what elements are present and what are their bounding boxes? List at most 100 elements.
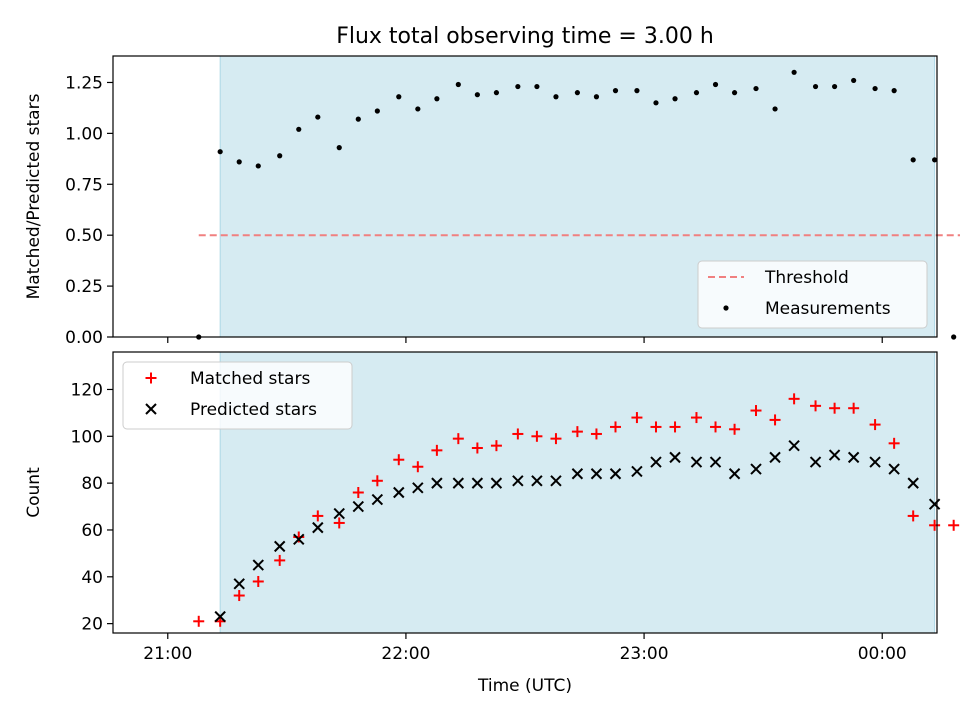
data-point-predicted [847, 451, 860, 464]
data-point-predicted [609, 468, 622, 480]
data-point [891, 88, 897, 94]
data-point-predicted [888, 463, 900, 475]
data-point-predicted [273, 540, 286, 553]
data-point-matched [690, 412, 702, 424]
data-point-matched [907, 510, 919, 522]
data-point-matched [312, 510, 324, 522]
legend-label: Predicted stars [190, 400, 317, 420]
data-point-predicted [869, 456, 881, 468]
data-point [593, 94, 600, 100]
data-point-predicted [252, 559, 264, 571]
data-point-predicted [571, 468, 584, 480]
data-point [553, 94, 559, 100]
data-point [653, 100, 659, 106]
data-point-matched [869, 419, 881, 431]
data-point [693, 90, 700, 96]
legend-box [697, 260, 928, 329]
data-point [534, 83, 540, 90]
x-axis-label: Time (UTC) [477, 676, 572, 696]
data-point [374, 108, 380, 114]
data-point [474, 92, 480, 98]
data-point [672, 96, 678, 102]
y-tick-label: 0.25 [65, 277, 103, 297]
data-point-predicted [650, 456, 662, 468]
data-point [872, 85, 878, 92]
data-point-matched [669, 421, 681, 433]
data-point [791, 69, 797, 75]
data-point-matched [590, 428, 602, 440]
data-point [217, 149, 223, 155]
data-point-predicted [907, 477, 919, 489]
data-point-matched [531, 430, 543, 442]
y-tick-label: 0.50 [65, 226, 103, 246]
data-point-matched [729, 423, 741, 435]
data-point-predicted [550, 475, 562, 487]
data-point-predicted [769, 451, 781, 464]
data-point-predicted [750, 463, 762, 475]
data-point-matched [490, 440, 502, 452]
x-tick-label: 21:00 [143, 644, 192, 664]
data-point-predicted [452, 477, 465, 489]
y-tick-label: 40 [81, 568, 103, 588]
data-point-predicted [293, 533, 305, 546]
data-point-matched [650, 421, 662, 433]
data-point-matched [371, 475, 383, 487]
data-point [574, 90, 580, 96]
data-point-matched [412, 461, 424, 473]
data-point-predicted [412, 482, 424, 494]
data-point [753, 85, 759, 92]
data-point-matched [948, 519, 960, 531]
data-point-matched [452, 433, 464, 445]
data-point-predicted [531, 475, 543, 487]
data-point [634, 88, 640, 94]
chart-title: Flux total observing time = 3.00 h [336, 24, 714, 49]
data-point-matched [274, 554, 286, 566]
data-point-matched [848, 402, 860, 414]
legend-marker [145, 403, 157, 415]
data-point [831, 83, 838, 90]
data-point [255, 163, 261, 169]
data-point-matched [571, 426, 583, 438]
data-point-matched [810, 400, 822, 412]
data-point [493, 90, 500, 96]
data-point [812, 83, 819, 90]
data-point [434, 96, 440, 102]
data-point [932, 157, 938, 163]
x-tick-label: 23:00 [620, 644, 669, 664]
data-point-predicted [333, 507, 345, 520]
y-tick-label: 1.00 [65, 124, 103, 144]
data-point-predicted [393, 486, 405, 499]
data-point [851, 77, 857, 84]
x-tick-label: 00:00 [858, 644, 907, 664]
data-point-matched [631, 412, 643, 424]
data-point-matched [750, 405, 762, 417]
data-point-matched [788, 393, 800, 405]
data-point-predicted [728, 468, 741, 480]
y-tick-label: 0.00 [65, 328, 103, 348]
x-tick-label: 22:00 [381, 644, 430, 664]
legend-label: Measurements [765, 299, 891, 319]
data-point-matched [233, 590, 245, 602]
data-point-predicted [690, 456, 703, 468]
data-point-matched [352, 487, 364, 498]
data-point-predicted [490, 477, 503, 489]
y-axis-label: Matched/Predicted stars [24, 93, 44, 299]
y-tick-label: 0.75 [65, 175, 103, 195]
data-point-predicted [312, 521, 324, 534]
data-point [515, 83, 521, 90]
data-point-predicted [512, 475, 524, 487]
data-point-matched [431, 444, 443, 456]
data-point-matched [888, 437, 900, 449]
legend: Threshold Measurements [697, 260, 928, 329]
y-tick-label: 80 [81, 474, 103, 494]
data-point-predicted [352, 500, 365, 513]
data-point-predicted [214, 610, 226, 623]
legend-box [122, 361, 353, 430]
data-point [296, 126, 302, 132]
data-point [336, 145, 342, 151]
data-point [355, 116, 361, 122]
data-point-matched [710, 421, 722, 433]
legend-label: Threshold [764, 268, 849, 288]
axes-frame [112, 351, 938, 634]
legend-label: Matched stars [190, 369, 310, 389]
